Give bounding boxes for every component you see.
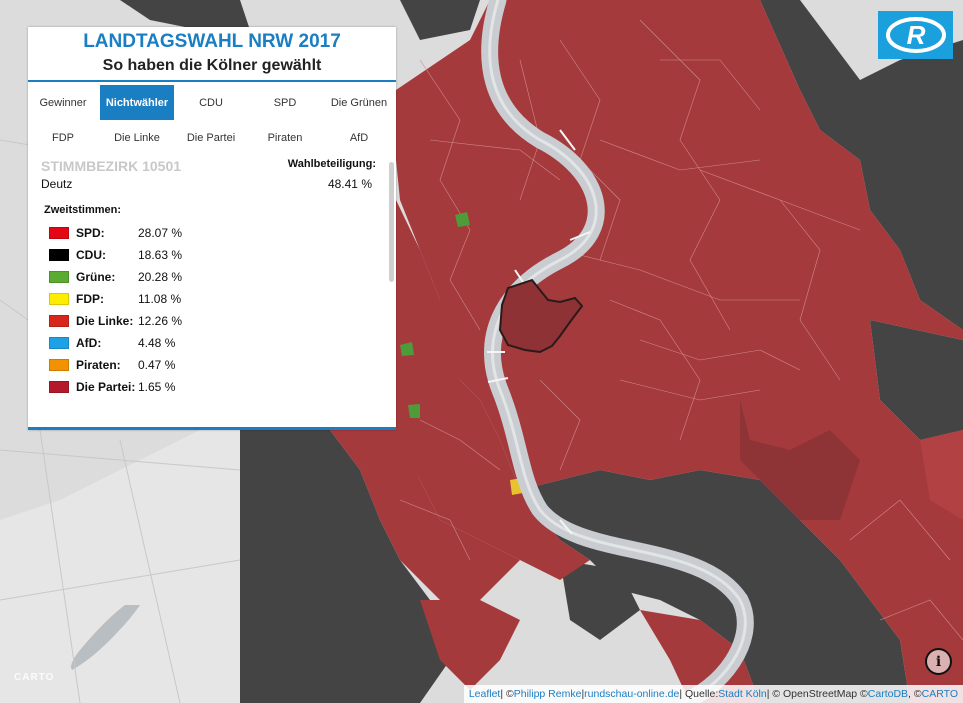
attribution-sep: | © [500, 688, 514, 700]
carto-watermark: CARTO [14, 672, 55, 683]
leaflet-link[interactable]: Leaflet [468, 688, 501, 700]
party-name: FDP: [76, 292, 104, 306]
tab-piraten[interactable]: Piraten [267, 131, 303, 144]
attribution-sep: | Quelle: [679, 688, 719, 700]
party-value: 0.47 % [138, 358, 176, 372]
party-color-swatch [49, 249, 69, 261]
result-row: FDP: 11.08 % [49, 288, 396, 310]
party-color-swatch [49, 271, 69, 283]
party-name: AfD: [76, 336, 102, 350]
party-value: 18.63 % [138, 248, 183, 262]
cartodb-link[interactable]: CartoDB [867, 688, 909, 700]
party-name: SPD: [76, 226, 105, 240]
attribution-sep: | © OpenStreetMap © [766, 688, 868, 700]
green-district [408, 404, 420, 418]
result-row: Grüne: 20.28 % [49, 266, 396, 288]
green-district [400, 342, 414, 356]
bridges [487, 129, 591, 535]
party-value: 11.08 % [138, 292, 182, 306]
party-name: Piraten: [76, 358, 121, 372]
result-row: SPD: 28.07 % [49, 222, 396, 244]
party-color-swatch [49, 227, 69, 239]
tab-nichtwaehler[interactable]: Nichtwähler [100, 85, 174, 120]
result-row: Piraten: 0.47 % [49, 354, 396, 376]
result-row: CDU: 18.63 % [49, 244, 396, 266]
party-color-swatch [49, 359, 69, 371]
result-row: Die Linke: 12.26 % [49, 310, 396, 332]
red-districts [330, 0, 963, 703]
tab-cdu[interactable]: CDU [199, 96, 223, 109]
party-value: 1.65 % [138, 380, 176, 394]
svg-text:R: R [906, 20, 925, 50]
result-row: Die Partei: 1.65 % [49, 376, 396, 398]
election-info-panel: LANDTAGSWAHL NRW 2017 So haben die Kölne… [28, 27, 396, 430]
party-color-swatch [49, 293, 69, 305]
attribution-sep: , © [908, 688, 922, 700]
party-color-swatch [49, 337, 69, 349]
rundschau-logo: R [878, 11, 953, 59]
panel-title: LANDTAGSWAHL NRW 2017 [83, 31, 341, 52]
result-row: AfD: 4.48 % [49, 332, 396, 354]
river-highlight [488, 0, 747, 703]
tab-gewinner[interactable]: Gewinner [39, 96, 87, 109]
logo-icon: R [885, 17, 946, 53]
turnout-value: 48.41 % [327, 177, 372, 191]
source-link[interactable]: Stadt Köln [718, 688, 767, 700]
attribution-sep: | [581, 688, 585, 700]
party-value: 20.28 % [138, 270, 183, 284]
turnout-label: Wahlbeteiligung: [287, 158, 376, 170]
tab-fdp[interactable]: FDP [52, 131, 74, 144]
party-value: 12.26 % [138, 314, 183, 328]
tab-spd[interactable]: SPD [273, 96, 297, 109]
results-list: SPD: 28.07 % CDU: 18.63 % Grüne: 20.28 % FD… [49, 222, 396, 398]
site-link[interactable]: rundschau-online.de [584, 688, 680, 700]
carto-link[interactable]: CARTO [921, 688, 958, 700]
tab-linke[interactable]: Die Linke [114, 131, 160, 144]
party-color-swatch [49, 381, 69, 393]
party-tabs: Gewinner Nichtwähler CDU SPD Die Grünen … [26, 85, 396, 155]
party-name: Die Partei: [76, 380, 136, 394]
district-id: STIMMBEZIRK 10501 [41, 158, 182, 174]
green-district [455, 212, 470, 227]
tab-partei[interactable]: Die Partei [186, 131, 236, 144]
author-link[interactable]: Philipp Remke [513, 688, 582, 700]
party-name: Die Linke: [76, 314, 134, 328]
party-value: 4.48 % [138, 336, 176, 350]
tab-gruene[interactable]: Die Grünen [330, 96, 388, 109]
panel-subtitle: So haben die Kölner gewählt [28, 57, 396, 82]
party-value: 28.07 % [138, 226, 183, 240]
party-name: Grüne: [76, 270, 116, 284]
map-attribution: Leaflet | © Philipp Remke | rundschau-on… [463, 685, 963, 703]
lake [71, 605, 140, 670]
info-icon[interactable]: i [925, 648, 952, 675]
district-info: STIMMBEZIRK 10501 Deutz Wahlbeteiligung:… [28, 158, 396, 194]
basemap-area [0, 430, 240, 703]
tab-afd[interactable]: AfD [349, 131, 369, 144]
zweitstimmen-label: Zweitstimmen: [44, 204, 122, 216]
party-color-swatch [49, 315, 69, 327]
district-name: Deutz [41, 177, 73, 191]
district-boundaries [399, 19, 963, 641]
party-name: CDU: [76, 248, 106, 262]
panel-scrollbar[interactable] [389, 162, 394, 282]
selected-district-deutz[interactable] [498, 278, 584, 354]
